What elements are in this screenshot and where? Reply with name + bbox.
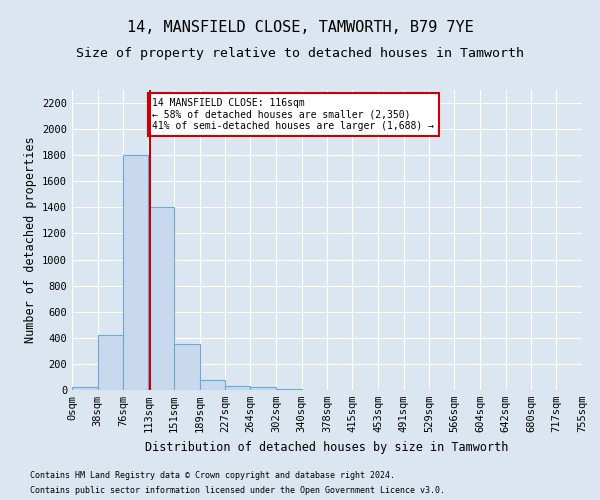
Bar xyxy=(250,388,276,390)
Bar xyxy=(124,155,148,390)
Bar xyxy=(148,208,174,390)
Bar xyxy=(72,388,98,390)
Bar xyxy=(174,344,200,390)
Text: 14 MANSFIELD CLOSE: 116sqm
← 58% of detached houses are smaller (2,350)
41% of s: 14 MANSFIELD CLOSE: 116sqm ← 58% of deta… xyxy=(152,98,434,131)
Text: 14, MANSFIELD CLOSE, TAMWORTH, B79 7YE: 14, MANSFIELD CLOSE, TAMWORTH, B79 7YE xyxy=(127,20,473,35)
Text: Contains public sector information licensed under the Open Government Licence v3: Contains public sector information licen… xyxy=(30,486,445,495)
Bar xyxy=(226,386,250,390)
Text: Contains HM Land Registry data © Crown copyright and database right 2024.: Contains HM Land Registry data © Crown c… xyxy=(30,471,395,480)
Bar xyxy=(98,335,124,390)
X-axis label: Distribution of detached houses by size in Tamworth: Distribution of detached houses by size … xyxy=(145,440,509,454)
Y-axis label: Number of detached properties: Number of detached properties xyxy=(23,136,37,344)
Bar xyxy=(200,380,226,390)
Text: Size of property relative to detached houses in Tamworth: Size of property relative to detached ho… xyxy=(76,48,524,60)
